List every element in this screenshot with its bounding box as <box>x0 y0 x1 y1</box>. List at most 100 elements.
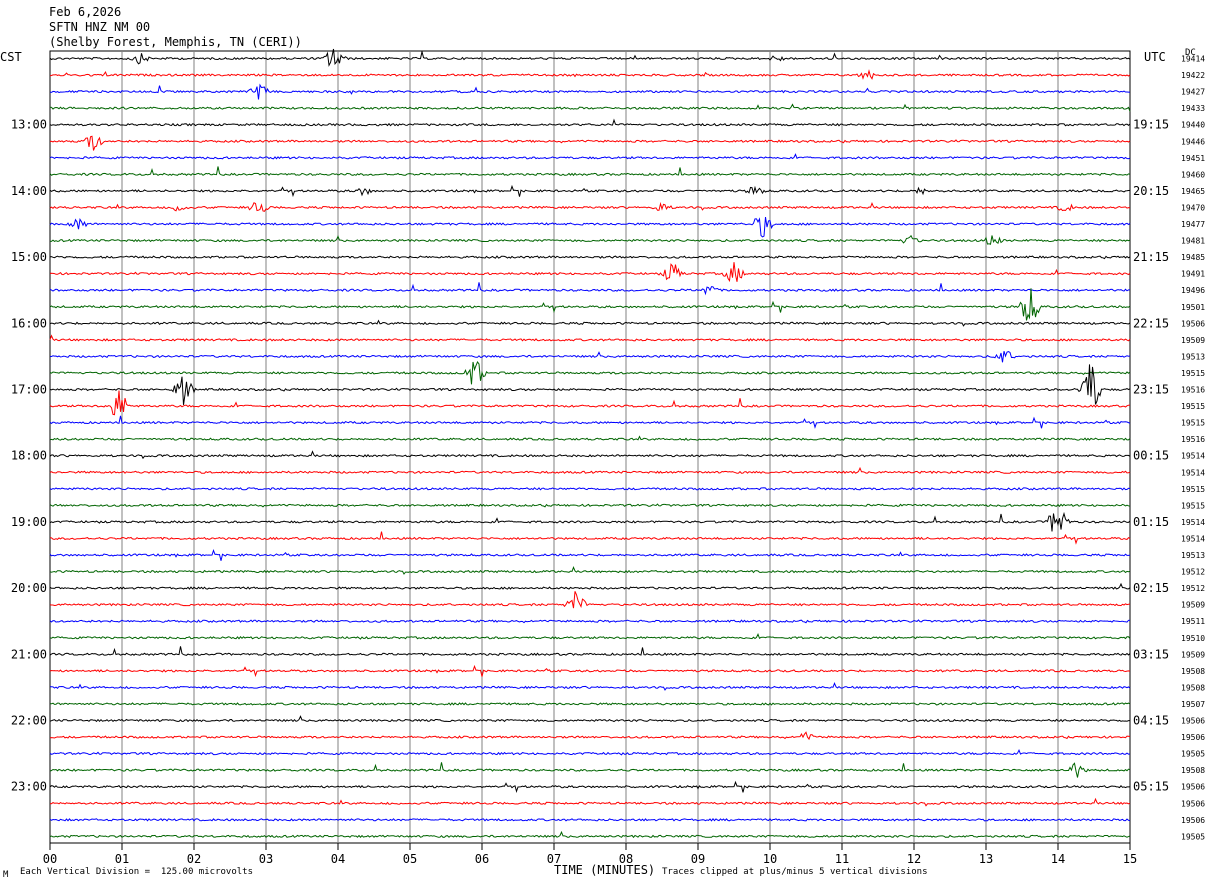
right-timezone-label: UTC <box>1144 50 1166 64</box>
seismic-trace <box>49 715 1130 723</box>
seismic-trace <box>49 361 1131 385</box>
dc-offset-label: 19465 <box>1181 187 1205 196</box>
x-tick-label: 05 <box>403 852 417 866</box>
seismic-trace <box>49 450 1131 460</box>
left-hour-label: 13:00 <box>11 118 47 132</box>
seismic-trace <box>49 664 1131 678</box>
seismic-trace <box>49 780 1130 793</box>
left-hour-label: 18:00 <box>11 449 47 463</box>
right-hour-label: 04:15 <box>1133 714 1169 728</box>
seismic-trace <box>49 566 1131 575</box>
right-hour-label: 22:15 <box>1133 316 1169 330</box>
dc-offset-header: DC <box>1185 48 1196 58</box>
seismic-trace <box>49 118 1131 127</box>
dc-offset-label: 19496 <box>1181 286 1205 295</box>
dc-offset-label: 19515 <box>1181 485 1205 494</box>
dc-offset-label: 19515 <box>1181 501 1205 510</box>
left-hour-label: 20:00 <box>11 581 47 595</box>
x-tick-label: 14 <box>1051 852 1065 866</box>
seismic-trace <box>49 830 1131 839</box>
seismic-trace <box>49 435 1131 441</box>
dc-offset-label: 19491 <box>1181 270 1205 279</box>
dc-offset-label: 19477 <box>1181 220 1205 229</box>
seismic-trace <box>49 591 1131 609</box>
dc-offset-label: 19505 <box>1181 832 1205 841</box>
right-hour-label: 21:15 <box>1133 250 1169 264</box>
dc-offset-label: 19414 <box>1181 55 1205 64</box>
x-tick-label: 07 <box>547 852 561 866</box>
seismic-trace <box>49 103 1131 112</box>
plot-date: Feb 6,2026 <box>49 5 122 19</box>
right-hour-label: 19:15 <box>1133 118 1169 132</box>
seismic-trace <box>49 262 1131 283</box>
dc-offset-label: 19508 <box>1181 667 1205 676</box>
seismic-trace <box>49 817 1131 822</box>
seismic-trace <box>49 135 1131 151</box>
dc-offset-label: 19422 <box>1181 71 1205 80</box>
seismic-trace <box>49 201 1131 212</box>
right-hour-label: 02:15 <box>1133 581 1169 595</box>
dc-offset-label: 19446 <box>1181 137 1205 146</box>
left-hour-label: 15:00 <box>11 250 47 264</box>
dc-offset-label: 19512 <box>1181 584 1205 593</box>
dc-offset-label: 19427 <box>1181 88 1205 97</box>
seismic-trace <box>49 217 1131 238</box>
dc-offset-label: 19481 <box>1181 237 1205 246</box>
dc-offset-label: 19509 <box>1181 650 1205 659</box>
dc-offset-label: 19451 <box>1181 154 1205 163</box>
seismic-trace <box>49 582 1131 590</box>
dc-offset-label: 19516 <box>1181 386 1205 395</box>
dc-offset-label: 19506 <box>1181 717 1205 726</box>
seismic-trace <box>49 234 1131 245</box>
x-tick-label: 13 <box>979 852 993 866</box>
seismic-trace <box>49 797 1131 807</box>
seismic-trace <box>49 184 1131 198</box>
dc-offset-label: 19506 <box>1181 816 1205 825</box>
left-hour-label: 23:00 <box>11 780 47 794</box>
seismic-trace <box>49 288 1131 321</box>
seismic-trace <box>49 364 1131 405</box>
seismic-trace <box>49 319 1131 327</box>
x-tick-label: 00 <box>43 852 57 866</box>
right-hour-label: 23:15 <box>1133 383 1169 397</box>
dc-offset-label: 19510 <box>1181 634 1205 643</box>
dc-offset-label: 19485 <box>1181 253 1205 262</box>
seismic-trace <box>49 153 1131 160</box>
x-tick-label: 09 <box>691 852 705 866</box>
seismic-trace <box>49 48 1131 67</box>
dc-offset-label: 19515 <box>1181 369 1205 378</box>
seismic-trace <box>49 619 1131 624</box>
x-tick-label: 03 <box>259 852 273 866</box>
left-hour-label: 14:00 <box>11 184 47 198</box>
seismic-trace <box>49 646 1131 657</box>
seismic-trace <box>50 702 1131 706</box>
x-tick-label: 11 <box>835 852 849 866</box>
left-hour-label: 16:00 <box>11 316 47 330</box>
seismic-trace <box>49 255 1131 260</box>
seismic-trace <box>49 511 1131 532</box>
x-tick-label: 12 <box>907 852 921 866</box>
x-tick-label: 08 <box>619 852 633 866</box>
right-hour-label: 01:15 <box>1133 515 1169 529</box>
x-tick-label: 15 <box>1123 852 1137 866</box>
dc-offset-label: 19506 <box>1181 799 1205 808</box>
dc-offset-label: 19512 <box>1181 568 1205 577</box>
dc-offset-label: 19501 <box>1181 303 1205 312</box>
seismic-trace <box>49 486 1131 491</box>
dc-offset-label: 19506 <box>1181 733 1205 742</box>
dc-offset-label: 19508 <box>1181 683 1205 692</box>
dc-offset-label: 19505 <box>1181 750 1205 759</box>
dc-offset-label: 19513 <box>1181 551 1205 560</box>
left-hour-label: 17:00 <box>11 383 47 397</box>
dc-offset-label: 19506 <box>1181 319 1205 328</box>
dc-offset-label: 19508 <box>1181 766 1205 775</box>
right-hour-label: 05:15 <box>1133 780 1169 794</box>
seismic-trace <box>49 531 1131 545</box>
dc-offset-label: 19516 <box>1181 435 1205 444</box>
seismic-trace <box>49 166 1131 177</box>
dc-offset-label: 19515 <box>1181 419 1205 428</box>
x-tick-label: 02 <box>187 852 201 866</box>
x-tick-label: 01 <box>115 852 129 866</box>
clip-note: Traces clipped at plus/minus 5 vertical … <box>662 867 928 877</box>
